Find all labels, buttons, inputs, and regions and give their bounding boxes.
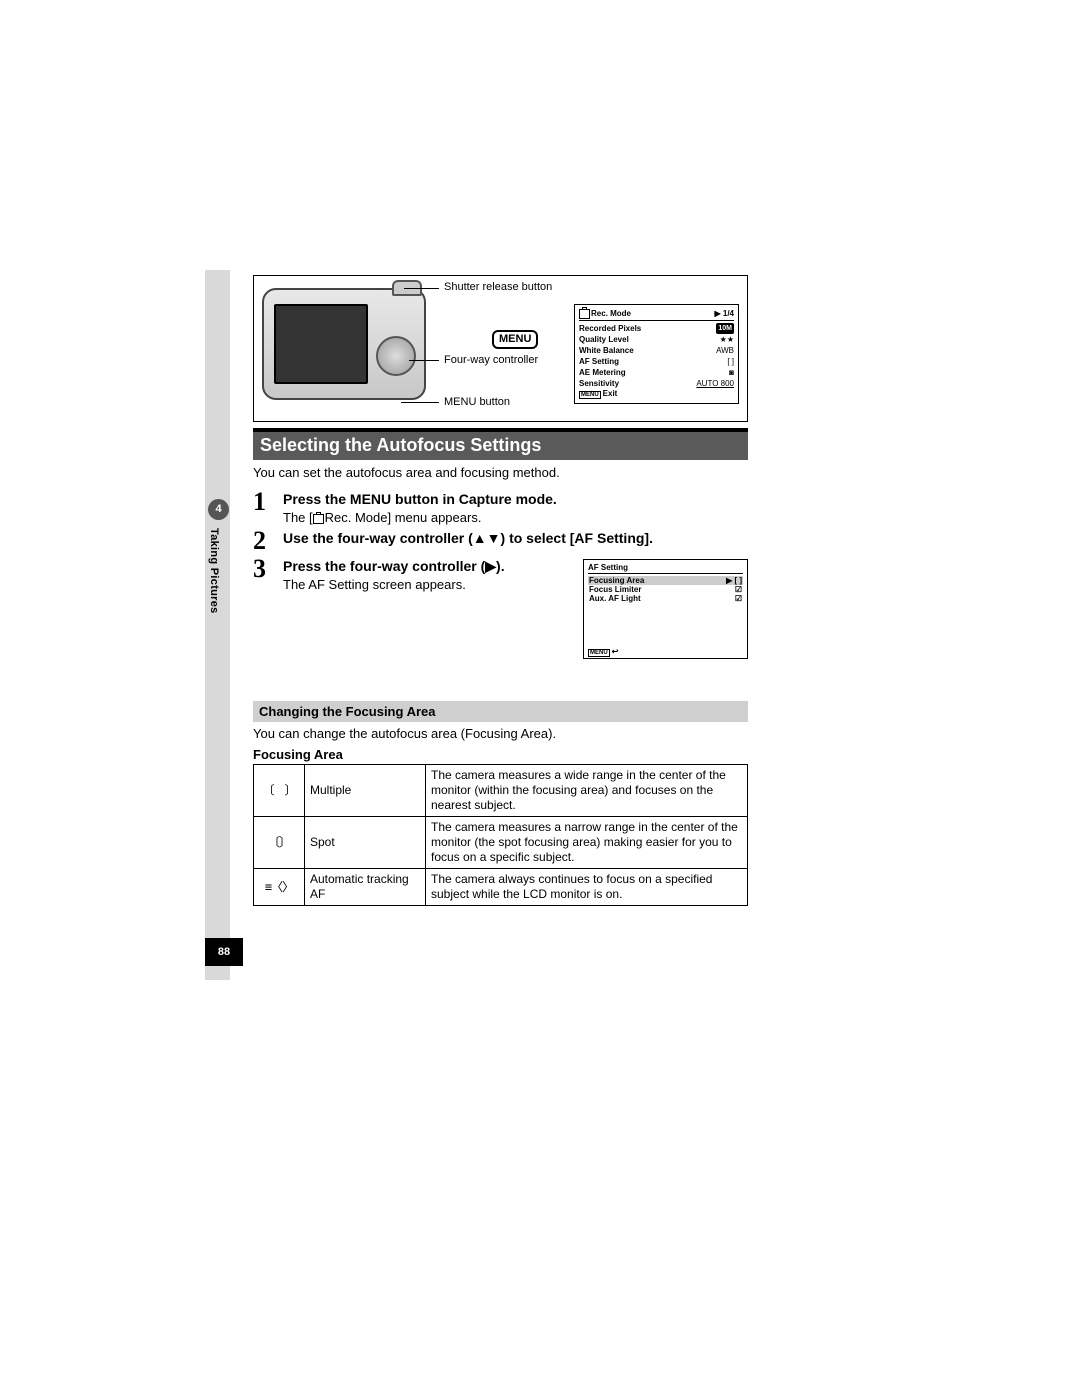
chapter-title: Taking Pictures	[208, 528, 220, 614]
menu-badge-icon: MENU	[492, 330, 538, 349]
step-title: Use the four-way controller (▲▼) to sele…	[283, 529, 748, 547]
table-row: 〔 〕MultipleThe camera measures a wide ra…	[254, 765, 748, 817]
step-3: 3 AF Setting Focusing Area▶ [ ]Focus Lim…	[253, 557, 748, 659]
step-title: Press the MENU button in Capture mode.	[283, 490, 748, 508]
callout-line	[401, 402, 439, 403]
focus-mode-icon: 〔 〕	[254, 765, 305, 817]
content-area: Shutter release button MENU Four-way con…	[253, 275, 748, 906]
sub-intro: You can change the autofocus area (Focus…	[253, 726, 748, 741]
row-label: Aux. AF Light	[589, 594, 641, 603]
step-desc: The [Rec. Mode] menu appears.	[283, 510, 748, 525]
callout-line	[409, 360, 439, 361]
rec-mode-row: AE Metering ◙	[579, 367, 734, 378]
row-label: White Balance	[579, 345, 634, 356]
menu-box-icon: MENU	[588, 649, 610, 657]
af-screen-footer: MENU↩	[588, 647, 618, 656]
callout-shutter: Shutter release button	[444, 281, 552, 294]
rec-mode-row: Recorded Pixels 10M	[579, 323, 734, 334]
back-arrow-icon: ↩	[612, 647, 619, 656]
row-label: AF Setting	[579, 356, 619, 367]
rec-mode-title-text: Rec. Mode	[591, 309, 631, 318]
row-value: 10M	[716, 323, 734, 334]
side-strip	[205, 270, 230, 980]
af-row: Aux. AF Light ☑	[588, 594, 743, 603]
row-value: ★★	[720, 334, 734, 345]
step-number: 3	[253, 557, 283, 659]
af-row: Focusing Area ▶ [ ]	[588, 576, 743, 585]
focus-mode-name: Automatic tracking AF	[305, 869, 426, 906]
rec-mode-screen: Rec. Mode ▶ 1/4 Recorded Pixels10MQualit…	[574, 304, 739, 404]
row-label: AE Metering	[579, 367, 626, 378]
table-title: Focusing Area	[253, 747, 748, 762]
row-label: Focus Limiter	[589, 585, 641, 594]
rec-mode-row: White Balance AWB	[579, 345, 734, 356]
page-number: 88	[205, 938, 243, 966]
row-label: Focusing Area	[589, 576, 644, 585]
camera-lcd-icon	[274, 304, 368, 384]
callout-fourway: Four-way controller	[444, 354, 538, 367]
camera-body-illustration	[262, 288, 426, 400]
focus-mode-desc: The camera measures a wide range in the …	[426, 765, 748, 817]
menu-box-icon: MENU	[579, 391, 601, 399]
focus-mode-icon: ≡〈〉	[254, 869, 305, 906]
table-row: ≡〈〉Automatic tracking AFThe camera alway…	[254, 869, 748, 906]
row-value: ▶ [ ]	[726, 576, 742, 585]
fourway-controller-icon	[376, 336, 416, 376]
step-2: 2 Use the four-way controller (▲▼) to se…	[253, 529, 748, 553]
manual-page: 4 Taking Pictures 88 Shutter release but…	[0, 0, 1080, 1397]
step-number: 2	[253, 529, 283, 553]
chapter-number-badge: 4	[208, 499, 229, 520]
table-row: 〔〕SpotThe camera measures a narrow range…	[254, 817, 748, 869]
callout-menubutton: MENU button	[444, 396, 510, 409]
rec-mode-row: Quality Level ★★	[579, 334, 734, 345]
focus-mode-name: Spot	[305, 817, 426, 869]
row-value: AWB	[716, 345, 734, 356]
rec-mode-title: Rec. Mode ▶ 1/4	[579, 308, 734, 321]
row-value: AUTO 800	[696, 378, 734, 389]
callout-line	[404, 288, 439, 289]
focusing-area-table: 〔 〕MultipleThe camera measures a wide ra…	[253, 764, 748, 906]
row-label: Recorded Pixels	[579, 323, 641, 334]
focus-mode-desc: The camera always continues to focus on …	[426, 869, 748, 906]
rec-mode-row: AF Setting [ ]	[579, 356, 734, 367]
step-1: 1 Press the MENU button in Capture mode.…	[253, 490, 748, 525]
exit-label: Exit	[603, 389, 618, 398]
af-setting-screen: AF Setting Focusing Area▶ [ ]Focus Limit…	[583, 559, 748, 659]
subheading: Changing the Focusing Area	[253, 701, 748, 722]
section-title: Selecting the Autofocus Settings	[253, 428, 748, 460]
row-value: ☑	[735, 585, 742, 594]
row-label: Quality Level	[579, 334, 629, 345]
row-value: ☑	[735, 594, 742, 603]
step-number: 1	[253, 490, 283, 525]
focus-mode-name: Multiple	[305, 765, 426, 817]
row-value: [ ]	[727, 356, 734, 367]
focus-mode-icon: 〔〕	[254, 817, 305, 869]
camera-icon	[579, 309, 590, 319]
focus-mode-desc: The camera measures a narrow range in th…	[426, 817, 748, 869]
rec-mode-footer: MENUExit	[579, 388, 617, 401]
af-screen-title: AF Setting	[588, 563, 743, 574]
af-row: Focus Limiter ☑	[588, 585, 743, 594]
intro-text: You can set the autofocus area and focus…	[253, 465, 748, 480]
row-value: ◙	[729, 367, 734, 378]
camera-icon	[313, 514, 324, 524]
camera-diagram: Shutter release button MENU Four-way con…	[253, 275, 748, 422]
page-indicator: ▶ 1/4	[715, 308, 735, 319]
